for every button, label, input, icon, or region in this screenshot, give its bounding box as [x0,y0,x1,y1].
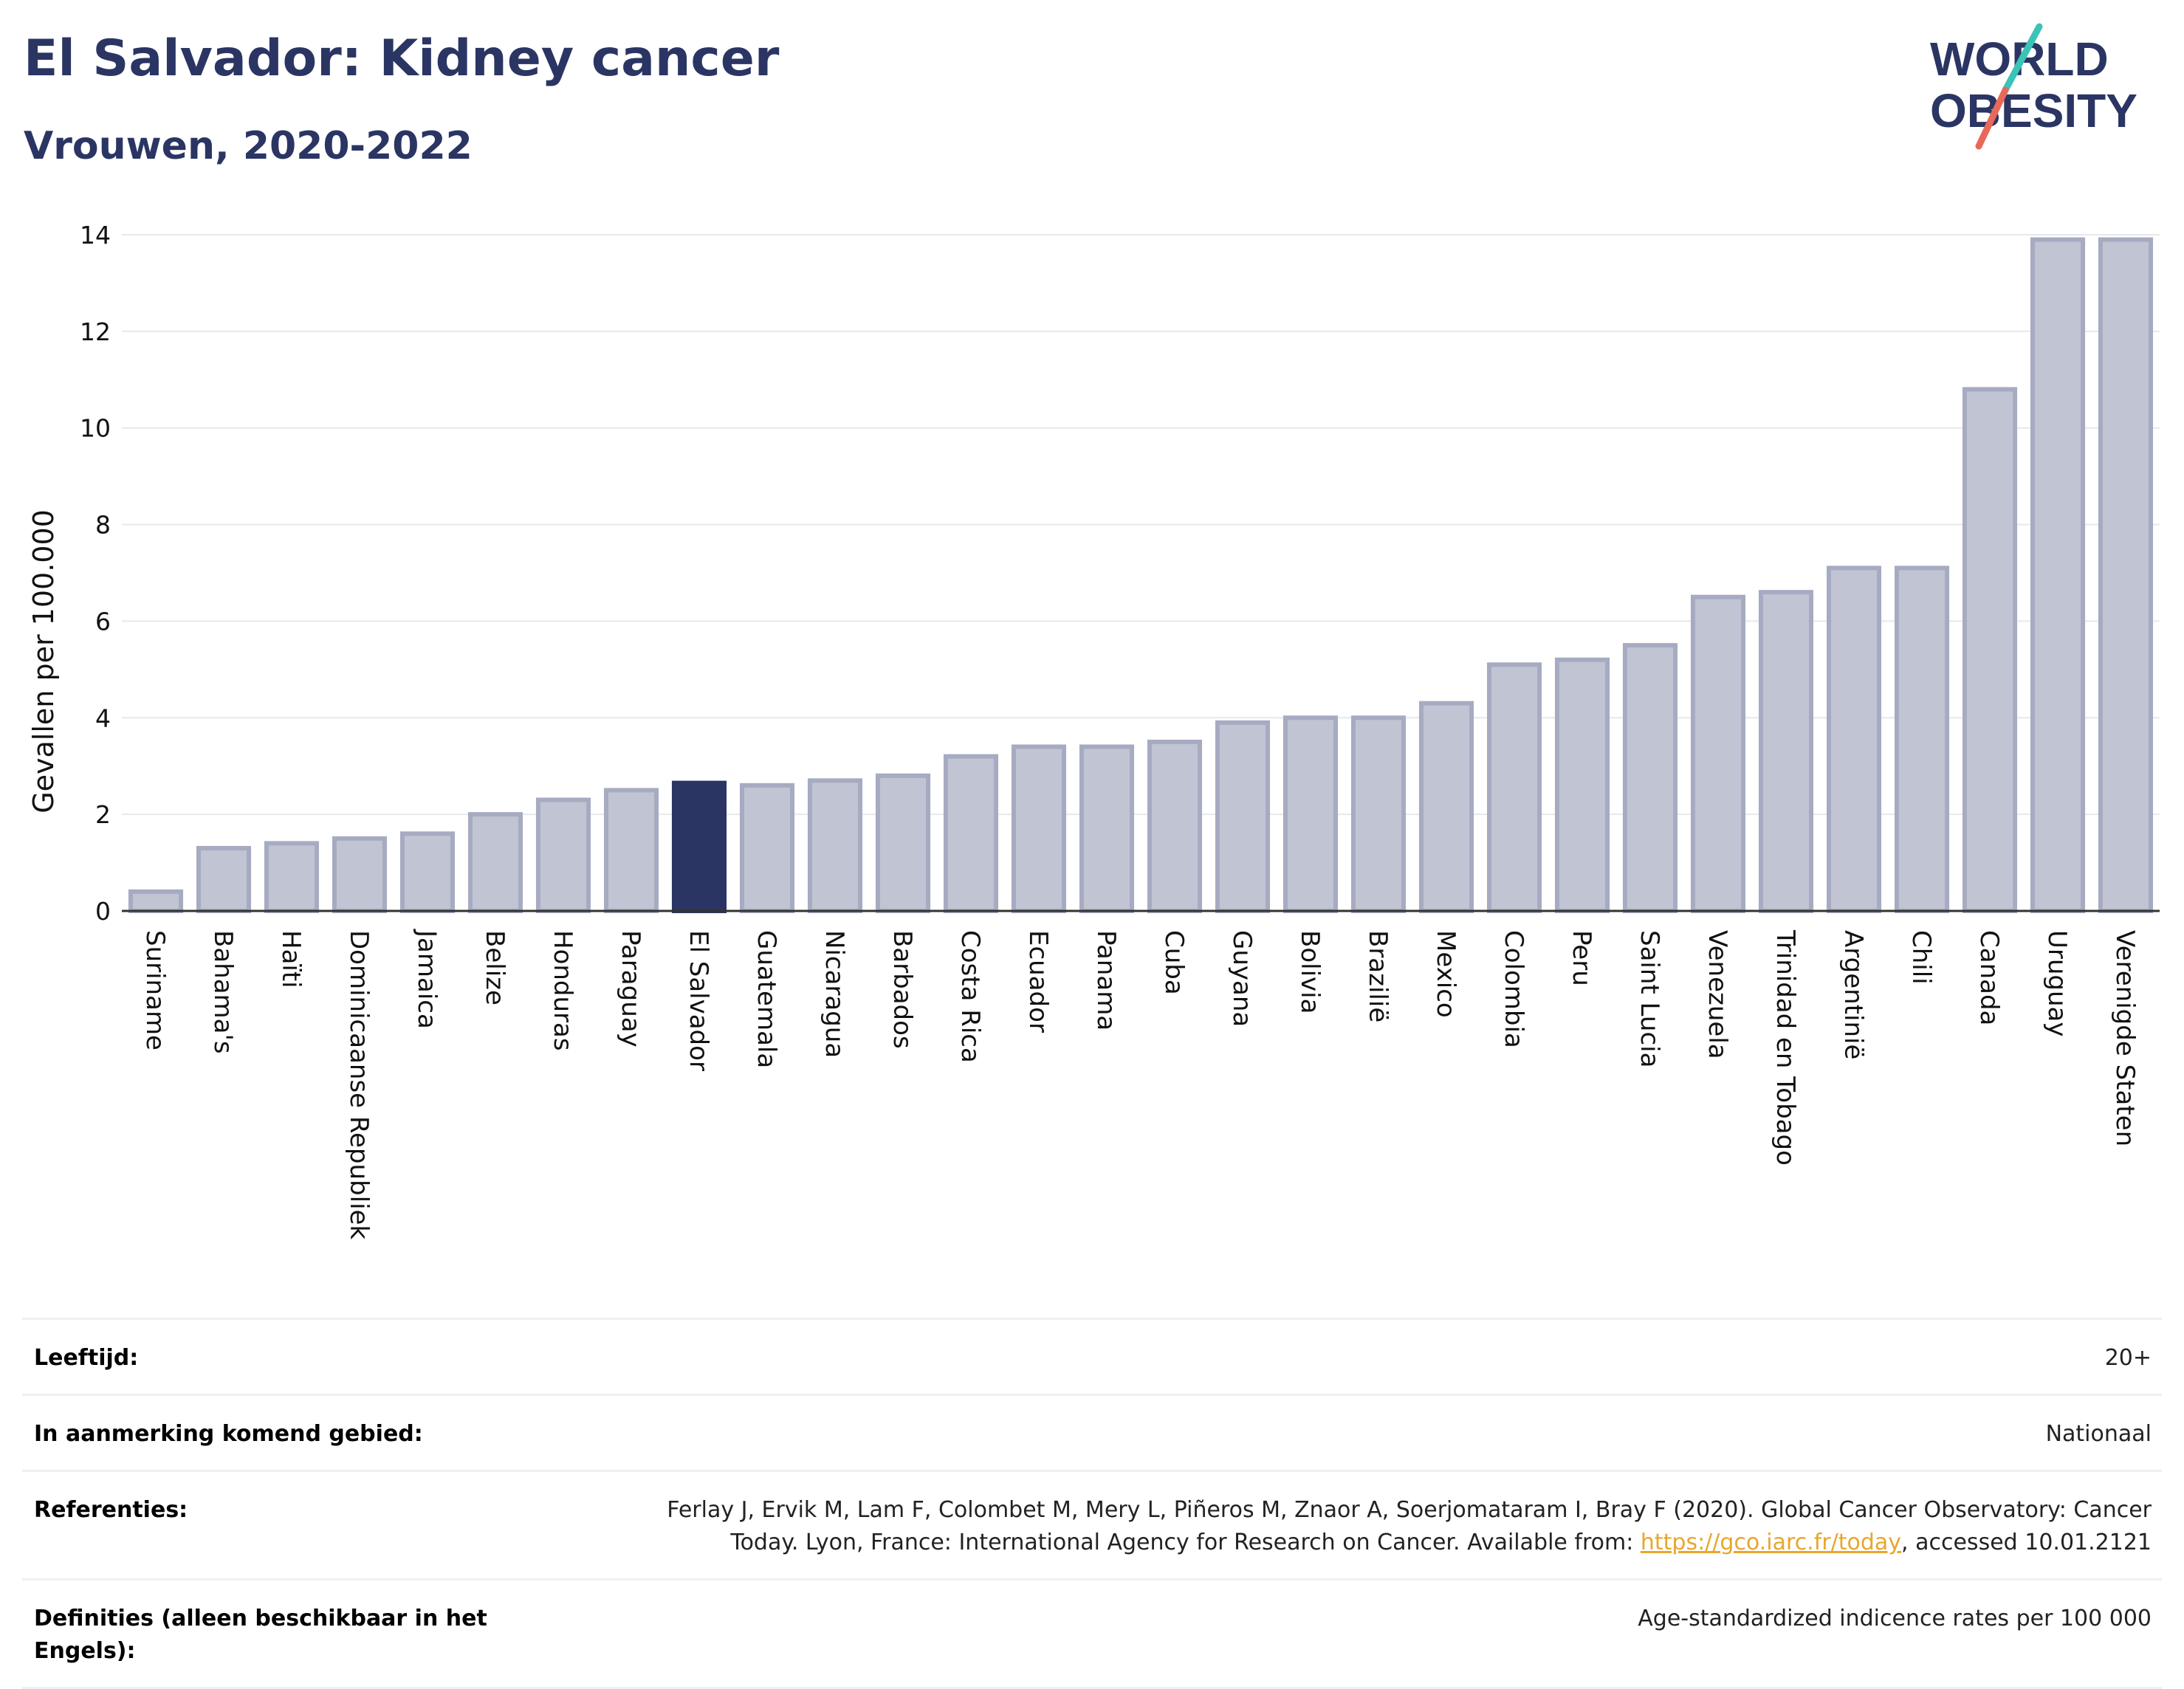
age-value: 20+ [2104,1345,2152,1371]
references-value: Ferlay J, Ervik M, Lam F, Colombet M, Me… [506,1494,2152,1559]
x-tick-label: Mexico [1431,930,1460,1018]
x-tick-label: Saint Lucia [1635,930,1664,1067]
reference-link[interactable]: https://gco.iarc.fr/today [1640,1530,1902,1555]
bar-barbados[interactable] [875,773,931,914]
x-tick-label: Barbados [887,930,917,1049]
info-row-area: In aanmerking komend gebied: Nationaal [22,1394,2162,1470]
x-tick-label: Colombia [1499,930,1528,1048]
bar-canada[interactable] [1962,387,2018,913]
chart-title: El Salvador: Kidney cancer [24,30,780,88]
logo-slash-red [1975,86,2009,150]
bar-guatemala[interactable] [739,782,795,914]
bar-jamaica[interactable] [399,831,456,914]
references-label: Referenties: [34,1497,188,1523]
x-axis-labels: Suriname Bahama's Haïti Dominicaanse Republ… [140,929,2140,1239]
bar-guyana[interactable] [1215,720,1271,913]
bar-uruguay[interactable] [2030,237,2086,913]
age-label: Leeftijd: [34,1345,139,1371]
bar-paraguay[interactable] [603,788,659,914]
x-tick-label: Guatemala [752,930,781,1068]
reference-text-3: , accessed 10.01.2121 [1901,1530,2152,1555]
x-tick-label: Honduras [548,930,577,1051]
y-tick-label: 0 [95,897,111,926]
x-tick-label: Canada [1974,930,2004,1025]
bar-nicaragua[interactable] [807,778,863,914]
x-tick-label: Cuba [1159,930,1189,995]
area-value: Nationaal [2045,1421,2152,1447]
bar-panama[interactable] [1079,744,1135,913]
bar-brazili-[interactable] [1350,715,1407,913]
x-tick-label: Argentinië [1838,930,1868,1059]
bar-verenigde-staten[interactable] [2098,237,2154,913]
bar-costa-rica[interactable] [943,754,999,913]
y-axis-ticks: 0 2 4 6 8 10 12 14 [80,221,111,926]
chart-subtitle: Vrouwen, 2020-2022 [24,124,473,168]
x-tick-label: Suriname [140,930,170,1050]
area-label: In aanmerking komend gebied: [34,1421,423,1447]
bar-colombia[interactable] [1486,662,1542,913]
x-tick-label: Bahama's [208,930,238,1054]
definitions-value: Age-standardized indicence rates per 100… [1638,1606,2152,1631]
y-axis-title: Gevallen per 100.000 [27,509,60,813]
x-tick-label: Panama [1091,930,1121,1031]
bars [128,237,2154,914]
bar-cuba[interactable] [1147,740,1203,913]
bar-argentini-[interactable] [1826,565,1882,913]
bar-venezuela[interactable] [1690,594,1746,913]
x-tick-label: Venezuela [1703,930,1732,1059]
bar-dominicaanse-republiek[interactable] [332,836,388,914]
y-tick-label: 2 [95,800,111,829]
y-tick-label: 8 [95,511,111,540]
bar-trinidad-en-tobago[interactable] [1758,590,1814,914]
bar-chili[interactable] [1894,565,1950,913]
x-tick-label: Costa Rica [955,930,985,1063]
y-tick-label: 14 [80,221,111,250]
x-tick-label: Ecuador [1023,930,1053,1033]
info-row-age: Leeftijd: 20+ [22,1318,2162,1394]
info-table: Leeftijd: 20+ In aanmerking komend gebie… [22,1318,2162,1689]
bar-honduras[interactable] [535,797,591,913]
reference-text-1: Ferlay J, Ervik M, Lam F, Colombet M, Me… [667,1497,2152,1523]
definitions-label: Definities (alleen beschikbaar in het En… [34,1606,487,1664]
bar-peru[interactable] [1554,657,1610,913]
bar-saint-lucia[interactable] [1622,643,1678,914]
bar-ecuador[interactable] [1011,744,1067,913]
x-tick-label: Belize [480,930,509,1005]
bar-mexico[interactable] [1418,701,1474,914]
x-tick-label: Trinidad en Tobago [1771,929,1800,1166]
y-tick-label: 12 [80,317,111,346]
logo-slash-teal [2002,23,2043,94]
y-tick-label: 10 [80,414,111,443]
x-tick-label: Verenigde Staten [2110,930,2140,1146]
bar-bahama-s[interactable] [196,845,252,914]
info-row-references: Referenties: Ferlay J, Ervik M, Lam F, C… [22,1470,2162,1578]
world-obesity-logo: WORLD OBESITY [1930,23,2137,150]
x-tick-label: Jamaica [412,929,442,1029]
x-tick-label: Uruguay [2042,930,2072,1037]
bar-el-salvador[interactable] [671,780,727,913]
x-tick-label: Dominicaanse Republiek [344,930,374,1239]
x-tick-label: Haïti [276,930,306,988]
x-tick-label: Peru [1567,930,1596,986]
bar-chart: 0 2 4 6 8 10 12 14 Suriname Bahama's Haïti Dominic… [27,221,2160,1239]
x-tick-label: El Salvador [684,930,713,1071]
x-tick-label: Bolivia [1295,930,1325,1014]
x-tick-label: Paraguay [616,930,645,1048]
x-tick-label: Nicaragua [820,930,849,1058]
bar-belize[interactable] [467,812,523,913]
bar-bolivia[interactable] [1282,715,1339,913]
bar-ha-ti[interactable] [264,841,320,914]
y-tick-label: 4 [95,704,111,732]
x-tick-label: Brazilië [1363,930,1393,1022]
x-tick-label: Guyana [1227,930,1257,1027]
y-tick-label: 6 [95,607,111,636]
reference-text-2: Today. Lyon, France: International Agenc… [730,1530,1641,1555]
bar-suriname[interactable] [128,889,184,914]
info-row-definitions: Definities (alleen beschikbaar in het En… [22,1578,2162,1689]
x-tick-label: Chili [1906,930,1936,985]
logo-text-obesity: OBESITY [1930,84,2137,137]
